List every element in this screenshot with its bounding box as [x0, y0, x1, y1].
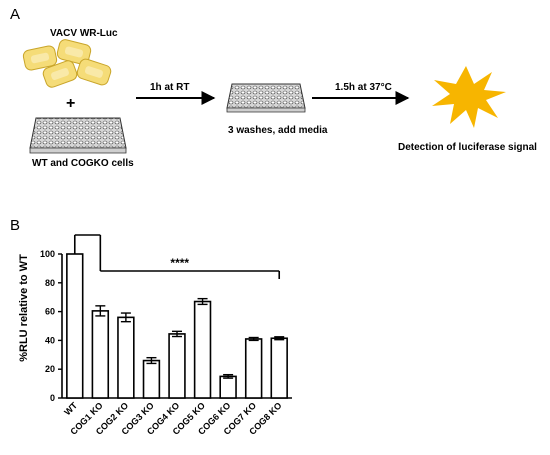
y-tick-label: 20 [45, 364, 55, 374]
y-tick-label: 40 [45, 335, 55, 345]
plus-sign: + [66, 95, 75, 112]
bar [270, 337, 288, 399]
panel-b-label: B [10, 217, 20, 234]
y-tick-label: 80 [45, 278, 55, 288]
bar [219, 375, 237, 399]
bar [66, 253, 84, 399]
step2-label: 3 washes, add media [228, 125, 328, 136]
y-tick-label: 100 [40, 249, 55, 259]
step3-label: 1.5h at 37°C [335, 82, 392, 93]
virus-particle-icon [22, 39, 112, 88]
bar [168, 333, 186, 399]
significance-label: **** [170, 256, 189, 270]
y-tick-label: 0 [50, 393, 55, 403]
step1-label: 1h at RT [150, 82, 189, 93]
bar [91, 310, 110, 399]
x-tick-label: WT [62, 400, 79, 417]
bar [142, 359, 161, 399]
burst-icon [432, 66, 506, 128]
y-axis-label: %RLU relative to WT [18, 254, 30, 362]
virus-label: VACV WR-Luc [50, 28, 118, 39]
bar [117, 316, 135, 399]
plate-icon [29, 117, 127, 154]
y-tick-label: 60 [45, 307, 55, 317]
cells-label: WT and COGKO cells [32, 158, 134, 169]
result-label: Detection of luciferase signal [398, 142, 537, 153]
bar [193, 300, 212, 399]
plate-icon [226, 83, 306, 113]
panel-a-label: A [10, 6, 20, 23]
bar [244, 338, 263, 399]
